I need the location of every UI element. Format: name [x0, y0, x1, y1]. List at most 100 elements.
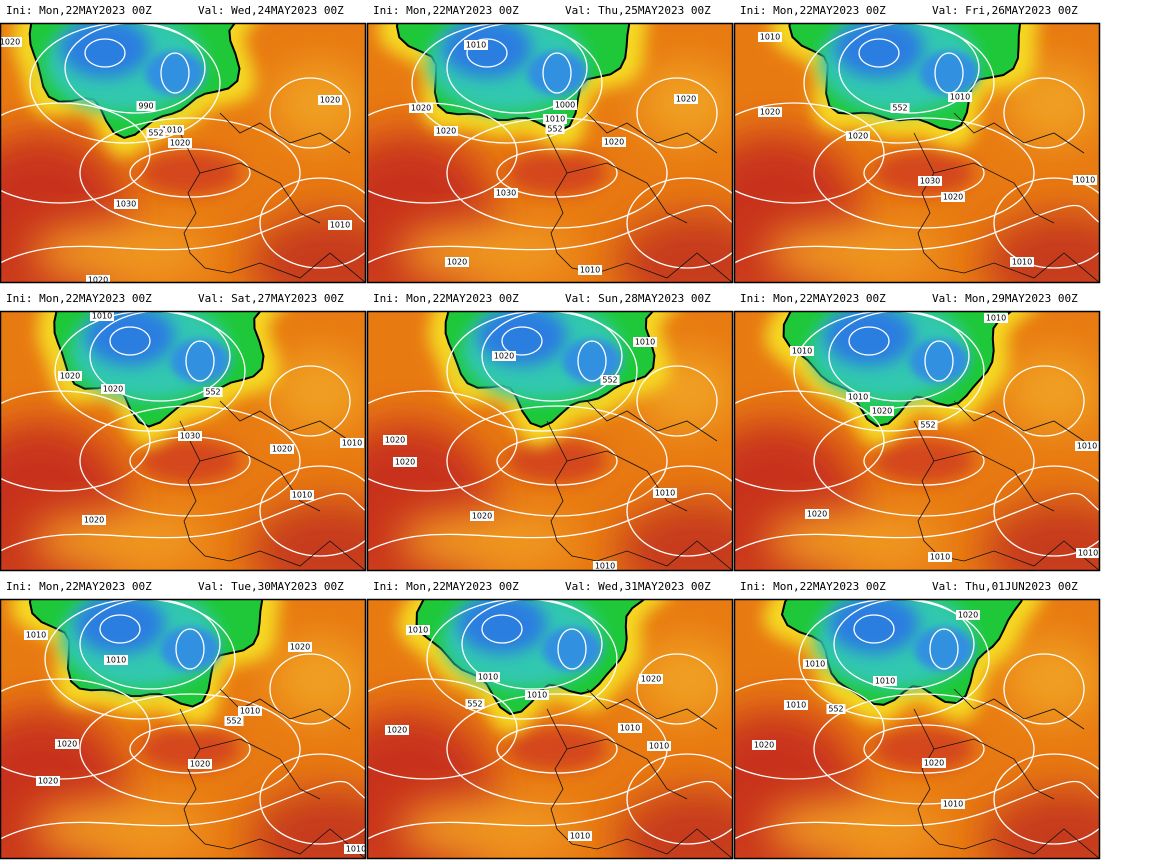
isobar-label: 1020 [385, 436, 405, 445]
mild-area [30, 511, 210, 571]
isobar-label-bg [90, 311, 114, 321]
cold-core [562, 339, 622, 383]
isobar-label-bg [1075, 441, 1099, 451]
isobar-label: 1010 [466, 41, 486, 50]
isobar-label-bg [790, 346, 814, 356]
isobar-label-bg [633, 337, 657, 347]
init-time: Ini: Mon,22MAY2023 00Z [373, 580, 519, 593]
isobar-label: 1010 [240, 707, 260, 716]
cold-core [85, 311, 175, 366]
isobar-label: 1010 [292, 491, 312, 500]
isobar-label: 552 [148, 129, 163, 138]
isobar-label: 1020 [436, 127, 456, 136]
isobar [446, 23, 588, 114]
isobar [461, 599, 603, 690]
isobar-label: 1020 [0, 38, 20, 47]
isobar [577, 340, 607, 382]
isobar [259, 753, 366, 845]
isobar-label-bg [805, 509, 829, 519]
warm-area [984, 789, 1100, 859]
isobar-label-bg [409, 103, 433, 113]
isobar-label-bg [602, 137, 626, 147]
isobar-label-bg [543, 114, 567, 124]
isobar-label-bg [82, 515, 106, 525]
isobar-label: 1020 [57, 740, 77, 749]
map-panel: 1010 1020 1020 552 1030 1020 1010 1020 1010 [0, 311, 366, 571]
mild-area [1004, 351, 1100, 431]
isobar-label-bg [476, 672, 500, 682]
isobar [813, 693, 1035, 805]
isobar-label-bg [948, 92, 972, 102]
isobar [64, 23, 206, 114]
isobar-label-bg [578, 265, 602, 275]
isobar-label-bg [393, 457, 417, 467]
isobar [734, 204, 1100, 264]
isobar-label: 1010 [330, 221, 350, 230]
init-time: Ini: Mon,22MAY2023 00Z [6, 580, 152, 593]
isobar-label-bg [846, 392, 870, 402]
panel-frame [366, 310, 734, 572]
isobar-label-bg [758, 32, 782, 42]
isobar-label-bg [758, 107, 782, 117]
cold-core [824, 311, 914, 366]
isobar-label-bg [941, 799, 965, 809]
isobar [367, 390, 518, 492]
isobar-label: 1020 [958, 611, 978, 620]
isobar-label-bg [465, 699, 485, 709]
isobar [367, 492, 733, 552]
isobar-label: 1010 [943, 800, 963, 809]
isobar [367, 678, 518, 780]
isobar [259, 465, 366, 557]
isobar [411, 23, 603, 144]
isobar-label: 1030 [180, 432, 200, 441]
isobar-label: 1010 [620, 724, 640, 733]
mild-area [30, 799, 210, 859]
isobar [734, 492, 1100, 552]
coastline [546, 112, 733, 283]
isobar-label-bg [1076, 548, 1100, 558]
warm-area [507, 151, 607, 195]
isobar-label-bg [647, 741, 671, 751]
map-panel: 1010 1010 1010 552 1020 1010 1010 1020 1010 [367, 599, 733, 859]
isobar [185, 340, 215, 382]
warm-area [874, 151, 974, 195]
panel-frame [366, 598, 734, 860]
isobar-label: 1010 [848, 393, 868, 402]
valid-time: Val: Wed,31MAY2023 00Z [565, 580, 711, 593]
init-time: Ini: Mon,22MAY2023 00Z [740, 4, 886, 17]
isobar-label: 1010 [342, 439, 362, 448]
isobar-label: 1020 [924, 759, 944, 768]
isobar-label-bg [24, 630, 48, 640]
isobar [557, 628, 587, 670]
isobar [813, 117, 1035, 229]
isobar-label-bg [434, 126, 458, 136]
isobar-label: 1020 [272, 445, 292, 454]
isobar-label-bg [55, 739, 79, 749]
mild-area [1004, 63, 1100, 143]
isobar-label: 1020 [38, 777, 58, 786]
isobar [160, 52, 190, 94]
warm-area [140, 151, 240, 195]
mild-area [1004, 639, 1100, 719]
isobar-label-bg [918, 420, 938, 430]
cold-core [834, 23, 924, 78]
isobar [446, 405, 668, 517]
panel-frame [733, 310, 1101, 572]
isobar-label: 1010 [106, 656, 126, 665]
isobar-label: 1020 [387, 726, 407, 735]
isobar [848, 326, 890, 356]
isobar-label-bg [956, 610, 980, 620]
isobar-label: 552 [892, 104, 907, 113]
isobar-label: 1020 [103, 385, 123, 394]
mild-area [764, 223, 944, 283]
isobar [853, 614, 895, 644]
isobar [84, 38, 126, 68]
isobar [426, 599, 618, 720]
mild-area [270, 351, 366, 431]
isobar [501, 326, 543, 356]
isobar-label: 1020 [395, 458, 415, 467]
isobar [79, 693, 301, 805]
coastline [913, 400, 1100, 571]
isobar [99, 614, 141, 644]
